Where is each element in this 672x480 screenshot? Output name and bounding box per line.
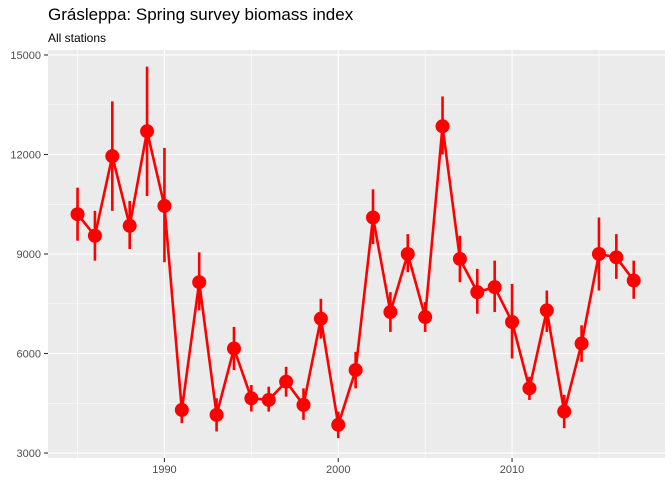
data-point bbox=[487, 280, 502, 295]
data-point bbox=[87, 228, 102, 243]
data-point bbox=[122, 218, 137, 233]
data-point bbox=[313, 311, 328, 326]
x-tick-label: 1990 bbox=[152, 464, 176, 476]
data-point bbox=[348, 363, 363, 378]
data-point bbox=[157, 198, 172, 213]
data-point bbox=[400, 247, 415, 261]
data-point bbox=[383, 305, 398, 320]
data-point bbox=[470, 285, 485, 300]
data-point bbox=[522, 381, 537, 396]
data-point bbox=[140, 124, 155, 139]
data-point bbox=[609, 250, 624, 265]
x-tick-label: 2010 bbox=[500, 464, 524, 476]
data-point bbox=[192, 275, 207, 290]
data-point bbox=[331, 417, 346, 432]
y-tick-label: 3000 bbox=[17, 448, 41, 460]
chart-subtitle: All stations bbox=[48, 31, 107, 45]
data-points bbox=[70, 119, 641, 432]
data-point bbox=[557, 404, 572, 419]
data-point bbox=[279, 374, 294, 389]
chart-title: Grásleppa: Spring survey biomass index bbox=[48, 5, 354, 24]
data-point bbox=[452, 251, 467, 266]
data-point bbox=[226, 341, 241, 356]
data-point bbox=[209, 407, 224, 422]
data-point bbox=[591, 247, 606, 261]
y-tick-label: 9000 bbox=[17, 249, 41, 261]
axis-tick-labels: 1990 2000 2010 3000 6000 9000 12000 15000 bbox=[10, 50, 524, 476]
data-point bbox=[174, 402, 189, 417]
data-point bbox=[435, 119, 450, 134]
data-point bbox=[505, 315, 520, 329]
y-tick-label: 6000 bbox=[17, 349, 41, 361]
data-point bbox=[296, 397, 311, 412]
data-point bbox=[105, 149, 120, 164]
data-point bbox=[366, 210, 381, 225]
axis-ticks bbox=[44, 54, 513, 462]
data-point bbox=[574, 336, 589, 351]
x-tick-label: 2000 bbox=[326, 464, 350, 476]
data-point bbox=[261, 392, 276, 407]
y-tick-label: 15000 bbox=[10, 50, 41, 62]
data-point bbox=[244, 391, 259, 406]
y-tick-label: 12000 bbox=[10, 149, 41, 161]
data-point bbox=[539, 303, 554, 318]
data-point bbox=[626, 273, 641, 288]
data-point bbox=[418, 310, 433, 325]
data-point bbox=[70, 207, 85, 222]
